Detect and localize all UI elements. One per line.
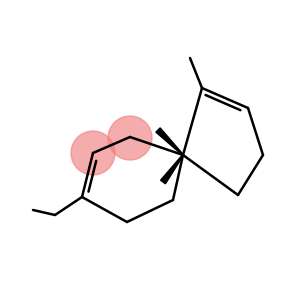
Polygon shape [156, 128, 183, 155]
Circle shape [71, 131, 115, 175]
Circle shape [108, 116, 152, 160]
Polygon shape [160, 155, 183, 184]
